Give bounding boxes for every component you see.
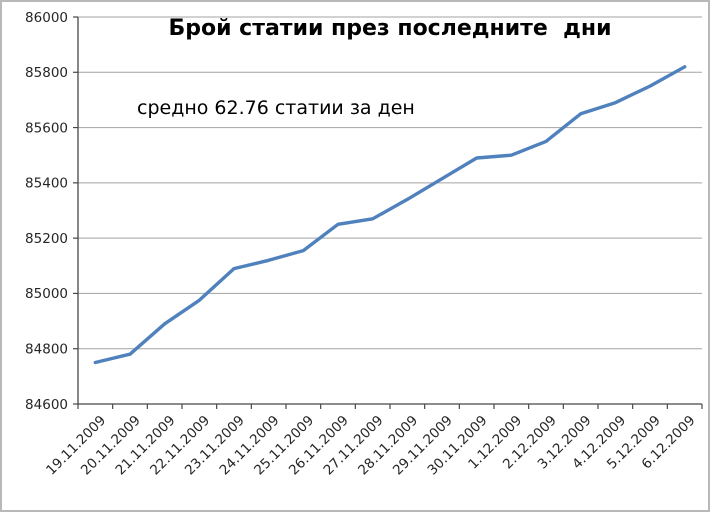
- y-tick-label: 85000: [25, 286, 68, 302]
- y-tick-label: 84600: [25, 397, 68, 413]
- chart-title: Брой статии през последните дни: [168, 16, 612, 41]
- y-tick-label: 85200: [25, 231, 68, 247]
- y-tick-label: 85600: [25, 120, 68, 136]
- x-tick-marks: [77, 404, 703, 409]
- y-tick-labels: 84600 84800 85000 85200 85400 85600 85800 86000: [25, 10, 68, 413]
- y-tick-label: 85800: [25, 65, 68, 81]
- series-group: [93, 65, 687, 365]
- y-tick-label: 86000: [25, 10, 68, 26]
- y-tick-label: 84800: [25, 342, 68, 358]
- chart-annotation: средно 62.76 статии за ден: [137, 97, 415, 119]
- y-tick-label: 85400: [25, 176, 68, 192]
- x-tick-labels: 19.11.200920.11.200921.11.200922.11.2009…: [43, 413, 698, 479]
- y-gridlines: [78, 16, 702, 350]
- y-tick-marks: [73, 16, 78, 405]
- data-series-line: [93, 65, 687, 365]
